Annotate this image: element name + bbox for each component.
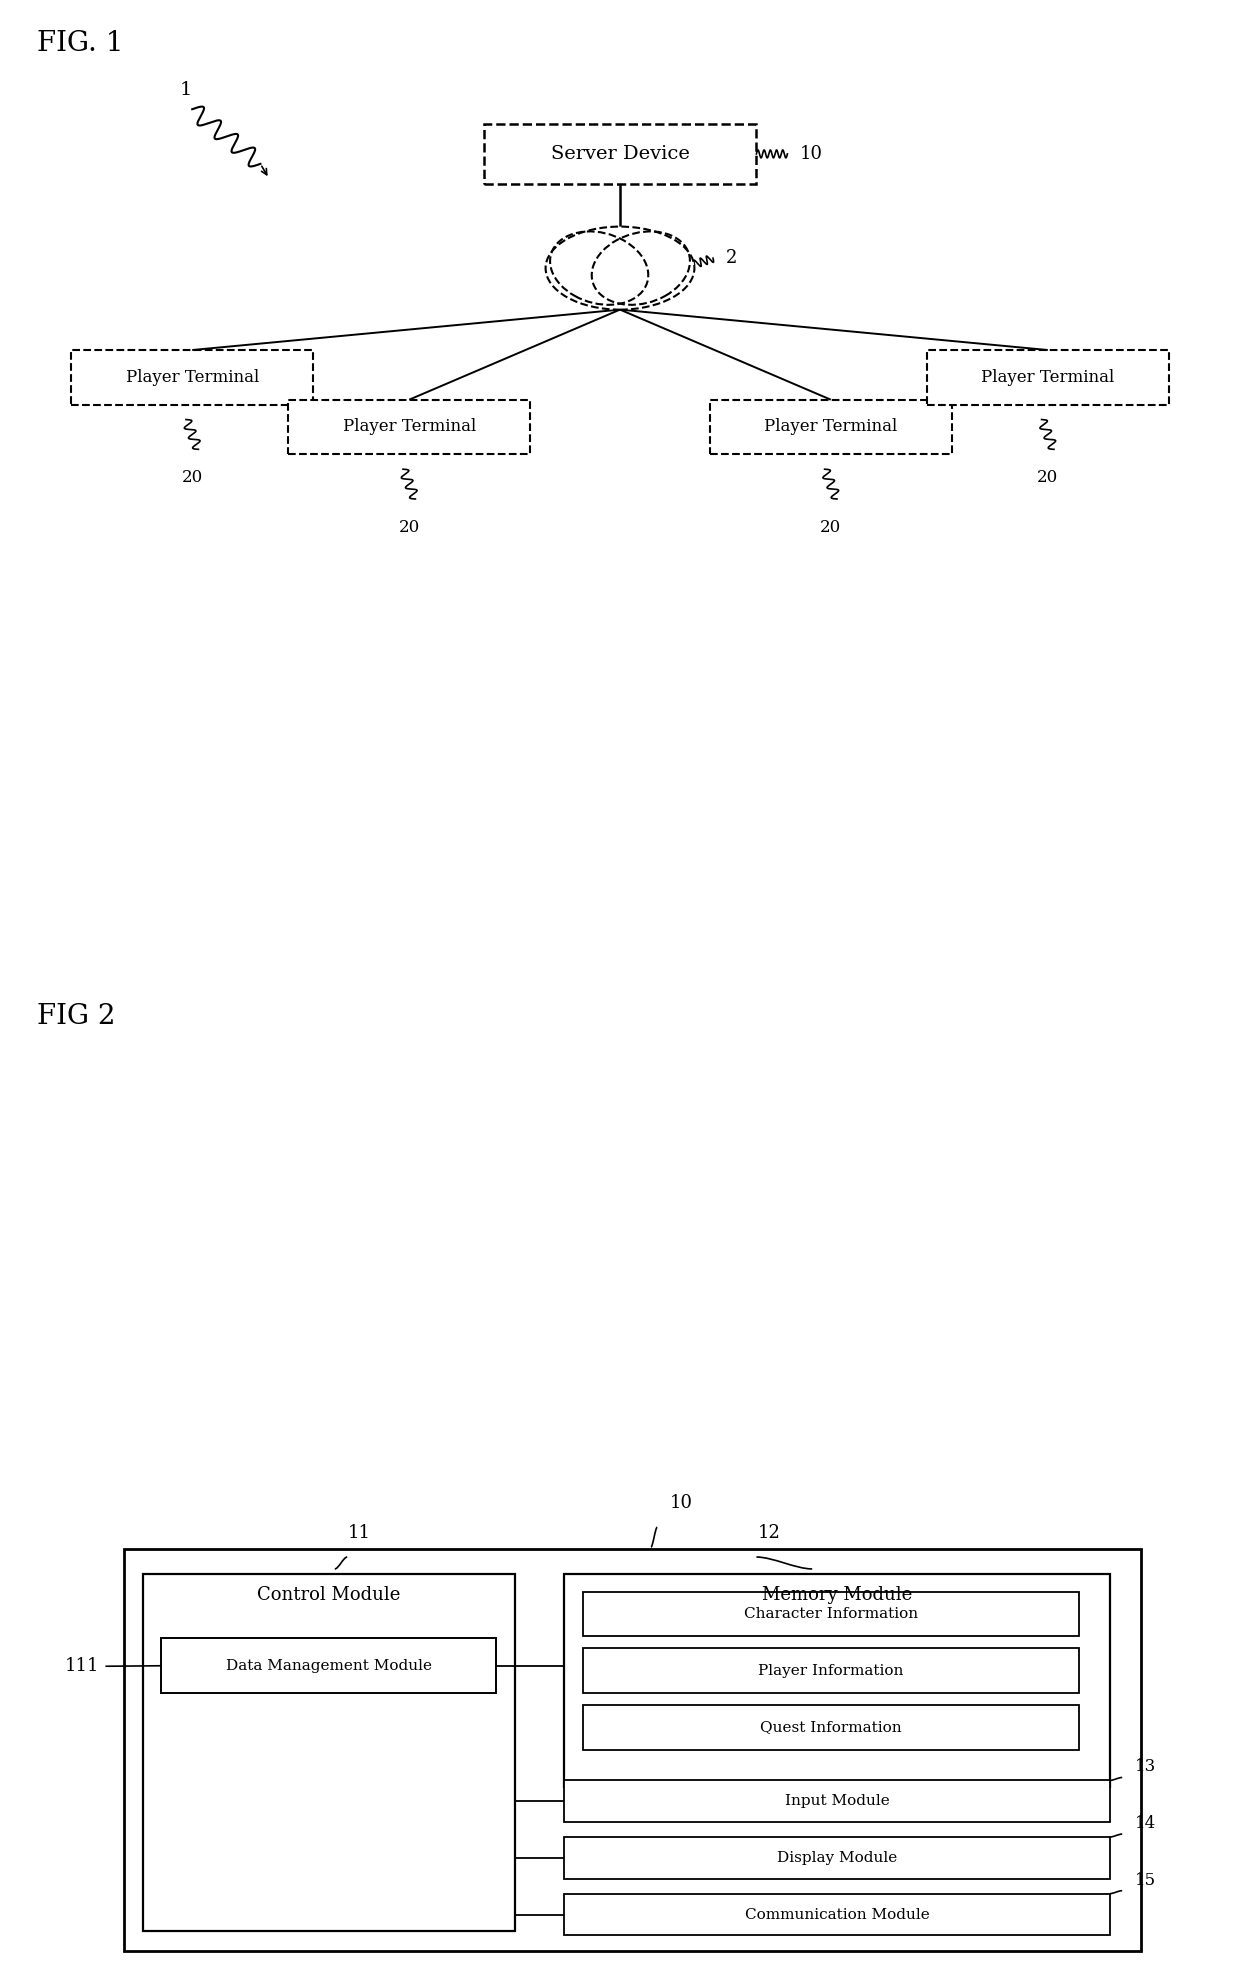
- Bar: [564, 1573, 1110, 1787]
- Text: Memory Module: Memory Module: [761, 1585, 913, 1605]
- Text: Communication Module: Communication Module: [745, 1907, 929, 1922]
- Text: 15: 15: [1135, 1871, 1156, 1889]
- Bar: [583, 1704, 1079, 1750]
- Bar: [583, 1593, 1079, 1636]
- Text: 2: 2: [725, 248, 737, 268]
- Text: Data Management Module: Data Management Module: [226, 1658, 432, 1672]
- Text: Control Module: Control Module: [257, 1585, 401, 1605]
- Text: Server Device: Server Device: [551, 145, 689, 163]
- Bar: [288, 399, 531, 455]
- Bar: [709, 399, 952, 455]
- Text: Character Information: Character Information: [744, 1607, 918, 1621]
- Text: Display Module: Display Module: [777, 1851, 897, 1865]
- Text: 12: 12: [758, 1523, 780, 1541]
- Bar: [564, 1837, 1110, 1879]
- Bar: [161, 1638, 496, 1692]
- Text: Player Terminal: Player Terminal: [342, 419, 476, 435]
- Bar: [564, 1895, 1110, 1934]
- Bar: [564, 1779, 1110, 1823]
- Bar: [71, 350, 312, 405]
- Text: 111: 111: [64, 1656, 99, 1676]
- Text: 20: 20: [398, 518, 420, 536]
- Text: Player Terminal: Player Terminal: [125, 369, 259, 385]
- Text: Player Terminal: Player Terminal: [981, 369, 1115, 385]
- Bar: [926, 350, 1168, 405]
- Text: 14: 14: [1135, 1815, 1156, 1831]
- Bar: [124, 1549, 1141, 1950]
- Bar: [484, 123, 756, 183]
- Text: 20: 20: [181, 469, 203, 487]
- Text: 20: 20: [1037, 469, 1059, 487]
- Bar: [143, 1573, 515, 1930]
- Text: Player Terminal: Player Terminal: [764, 419, 898, 435]
- Text: 10: 10: [670, 1493, 693, 1513]
- Text: Player Information: Player Information: [758, 1664, 904, 1678]
- Ellipse shape: [546, 226, 694, 310]
- Text: FIG. 1: FIG. 1: [37, 30, 124, 58]
- Text: Quest Information: Quest Information: [760, 1720, 901, 1734]
- Text: 10: 10: [800, 145, 823, 163]
- Text: 1: 1: [180, 81, 192, 99]
- Bar: [583, 1648, 1079, 1692]
- Text: 13: 13: [1135, 1758, 1156, 1775]
- Text: 11: 11: [348, 1523, 371, 1541]
- Text: FIG 2: FIG 2: [37, 1003, 115, 1031]
- Text: Input Module: Input Module: [785, 1793, 889, 1809]
- Text: 20: 20: [820, 518, 842, 536]
